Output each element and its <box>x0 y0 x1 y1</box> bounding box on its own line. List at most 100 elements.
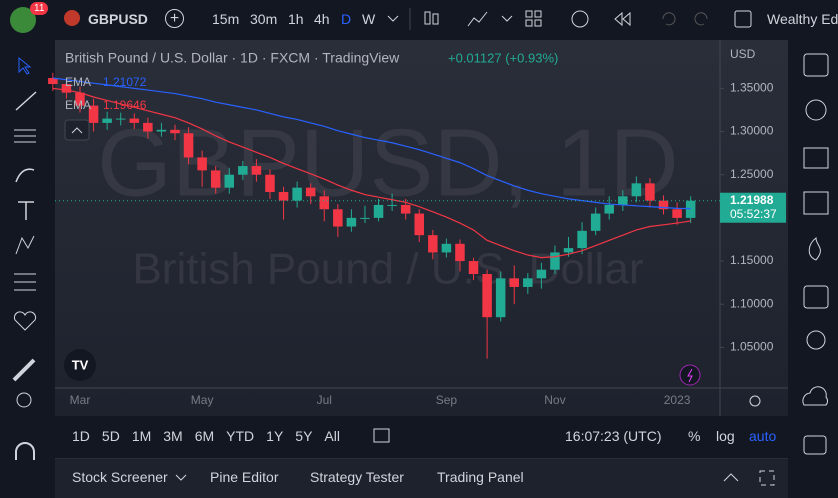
layout-icon[interactable] <box>525 10 533 18</box>
events-icon[interactable] <box>679 364 701 386</box>
range-button[interactable]: 6M <box>194 428 215 444</box>
news-icon[interactable] <box>803 147 829 169</box>
candle-body <box>550 252 560 270</box>
y-tick-label: 1.15000 <box>730 253 774 267</box>
ruler-tool[interactable] <box>12 358 36 382</box>
x-tick-label: Nov <box>544 393 565 407</box>
trendline-tool[interactable] <box>15 91 37 111</box>
candle-body <box>618 196 628 205</box>
range-buttons: 1D 5D 1M 3M 6M YTD 1Y 5Y All <box>72 428 352 444</box>
range-button[interactable]: YTD <box>226 428 255 444</box>
bolt <box>687 368 693 383</box>
range-button[interactable]: 5Y <box>295 428 313 444</box>
percent-toggle[interactable]: % <box>688 428 701 444</box>
candle-body <box>292 187 302 201</box>
candle-body <box>48 77 58 85</box>
indicators-icon[interactable] <box>467 11 488 27</box>
prediction-tool[interactable] <box>14 273 36 291</box>
interval[interactable]: 15m <box>212 11 240 27</box>
undo-icon[interactable] <box>662 12 676 26</box>
alert-icon[interactable] <box>571 10 589 28</box>
candle-body <box>333 209 343 227</box>
pattern-tool[interactable] <box>15 235 35 255</box>
watchlist-icon[interactable] <box>803 53 829 77</box>
hotlist-icon[interactable] <box>808 236 821 261</box>
candle-body <box>88 105 99 123</box>
candle-body <box>577 230 587 249</box>
alerts-icon[interactable] <box>805 99 827 121</box>
fullscreen-icon[interactable] <box>734 10 752 28</box>
tab[interactable]: Stock Screener <box>72 469 168 485</box>
range-button[interactable]: All <box>324 428 340 444</box>
candle-body <box>210 170 221 188</box>
interval[interactable]: 1h <box>288 11 304 27</box>
calendar-icon[interactable] <box>803 191 829 215</box>
date-range-icon[interactable] <box>372 426 392 444</box>
tab[interactable]: Trading Panel <box>437 469 524 485</box>
interval[interactable]: D <box>341 11 352 27</box>
ema-name: EMA <box>65 98 91 112</box>
zoom-tool[interactable] <box>16 392 32 408</box>
toolbar-icons <box>387 8 752 30</box>
range-bar <box>55 417 788 455</box>
magnet-tool[interactable] <box>15 442 35 460</box>
compare-button[interactable]: + <box>165 9 184 28</box>
candle-body <box>278 191 289 201</box>
ideas-icon[interactable] <box>806 330 826 350</box>
ema-line <box>52 87 691 259</box>
redo-icon[interactable] <box>694 12 708 26</box>
expand-icon[interactable] <box>723 473 739 482</box>
tab[interactable]: Pine Editor <box>210 469 279 485</box>
legend-title: British Pound / U.S. Dollar · 1D · FXCM … <box>65 50 400 66</box>
text-tool[interactable] <box>18 201 34 220</box>
log-toggle[interactable]: log <box>716 428 735 444</box>
candle-body <box>75 92 85 106</box>
favorites-tool[interactable] <box>13 311 37 331</box>
legend-change: +0.01127 (+0.93%) <box>448 50 558 65</box>
candles-icon[interactable] <box>424 11 431 25</box>
range-button[interactable]: 1M <box>131 428 152 444</box>
x-tick-label: Mar <box>70 393 91 407</box>
tradingview-logo[interactable] <box>64 349 96 381</box>
interval[interactable]: W <box>362 11 376 27</box>
tab[interactable]: Strategy Tester <box>310 469 404 485</box>
messages-icon[interactable] <box>803 435 827 455</box>
symbol[interactable]: GBPUSD <box>88 11 148 27</box>
x-tick-label: Sep <box>436 393 458 407</box>
clock[interactable]: 16:07:23 (UTC) <box>565 428 662 444</box>
candle-body <box>61 84 72 93</box>
range-button[interactable]: 1Y <box>266 428 284 444</box>
currency[interactable]: USD <box>730 47 756 61</box>
candle-body <box>129 118 140 123</box>
chevron[interactable] <box>387 15 399 22</box>
layout-icon <box>534 10 542 18</box>
layout-icon <box>525 19 533 27</box>
auto-toggle[interactable]: auto <box>749 428 777 444</box>
maximize-icon[interactable] <box>759 470 775 486</box>
left-toolbar <box>12 56 37 460</box>
interval[interactable]: 30m <box>250 11 278 27</box>
interval[interactable]: 4h <box>314 11 330 27</box>
calendar-icon[interactable] <box>803 285 829 309</box>
range-button[interactable]: 5D <box>101 428 120 444</box>
account-name[interactable]: Wealthy Ed <box>767 11 838 27</box>
chat-icon[interactable] <box>802 386 828 406</box>
fib-tool[interactable] <box>14 129 36 143</box>
range-button[interactable]: 1D <box>72 428 90 444</box>
cursor-tool[interactable] <box>18 56 32 75</box>
range-button[interactable]: 3M <box>163 428 183 444</box>
collapse-icon <box>71 127 83 134</box>
collapse-button[interactable] <box>64 119 90 141</box>
ema-value: 1.19646 <box>103 98 147 112</box>
candle-body <box>645 183 655 201</box>
settings-icon[interactable] <box>749 395 761 407</box>
candle-body <box>183 133 194 158</box>
replay-icon[interactable] <box>614 11 631 27</box>
brush-tool[interactable] <box>15 168 35 183</box>
chevron[interactable] <box>174 470 188 484</box>
candle-body <box>495 278 506 318</box>
chevron[interactable] <box>501 15 513 22</box>
candle-body <box>563 248 574 253</box>
candle-body <box>509 278 519 287</box>
candle-body <box>590 213 601 231</box>
